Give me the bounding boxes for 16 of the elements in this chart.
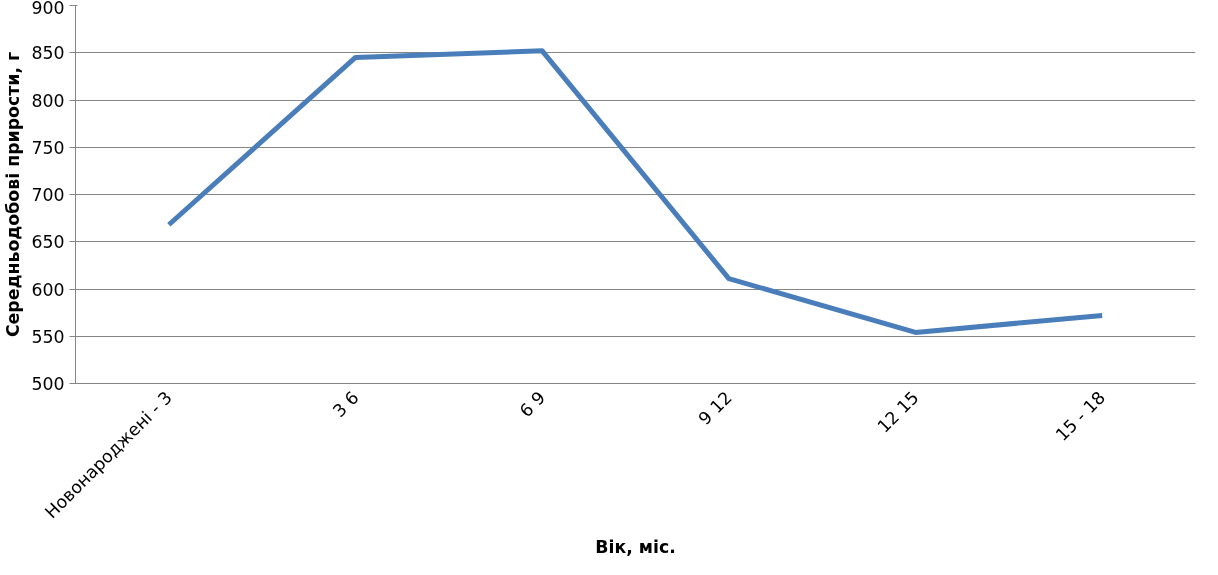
x-tick-label: 9 12: [694, 387, 736, 429]
y-tick-label: 900: [31, 0, 65, 18]
x-axis-title: Вік, міс.: [595, 537, 676, 558]
y-tick-label: 500: [31, 374, 65, 394]
y-tick-label: 550: [31, 326, 65, 347]
y-tick-label: 800: [31, 90, 65, 111]
x-tick-label: 12 15: [873, 387, 923, 437]
y-tick-label: 700: [31, 185, 65, 205]
x-tick-label: 6 9: [515, 387, 550, 422]
y-tick-label: 650: [31, 232, 65, 253]
y-tick-label: 850: [31, 43, 65, 64]
y-tick-label: 600: [31, 279, 65, 300]
y-tick-label: 750: [31, 137, 65, 158]
y-axis-title: Середньодобові прирости, г: [3, 51, 24, 338]
x-tick-label: 15 - 18: [1051, 387, 1110, 445]
x-tick-label: 3 6: [328, 387, 363, 422]
